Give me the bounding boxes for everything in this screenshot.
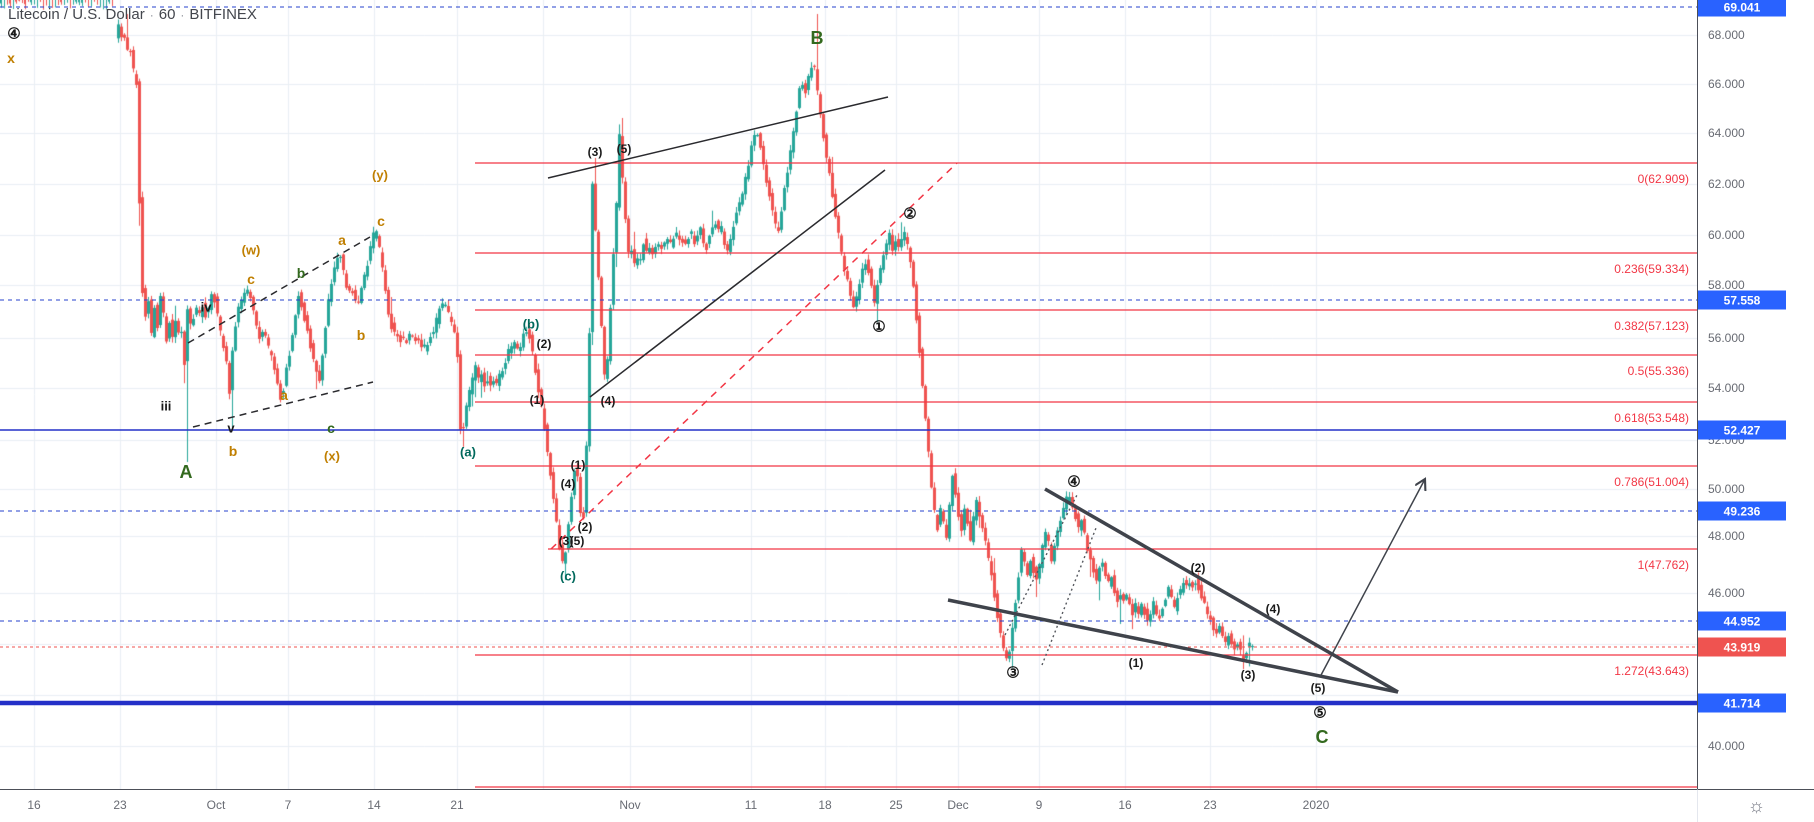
- price-badge-43.919: 43.919: [1698, 637, 1786, 657]
- price-tick-label: 54.000: [1708, 381, 1745, 395]
- symbol-name[interactable]: Litecoin / U.S. Dollar: [8, 6, 145, 23]
- price-tick-label: 58.000: [1708, 278, 1745, 292]
- wave-label[interactable]: (y): [372, 167, 388, 183]
- wave-label[interactable]: (a): [460, 444, 476, 460]
- fib-label-0.618(53.548): 0.618(53.548): [1614, 411, 1689, 425]
- wave-label[interactable]: a: [338, 232, 346, 248]
- time-tick-label: Dec: [947, 798, 969, 812]
- price-tick-label: 46.000: [1708, 586, 1745, 600]
- wave-label[interactable]: a: [280, 387, 288, 403]
- wave-label[interactable]: c: [377, 213, 385, 229]
- wave-label[interactable]: iv: [200, 299, 212, 315]
- wave-label[interactable]: (b): [522, 316, 540, 332]
- price-axis[interactable]: 68.000 66.000 64.000 62.000 60.000 58.000 56.0…: [1697, 0, 1814, 789]
- time-tick-label: 16: [1118, 798, 1132, 812]
- time-tick-label: 7: [284, 798, 292, 812]
- fib-label-1.272(43.643): 1.272(43.643): [1614, 664, 1689, 678]
- price-badge-52.427: 52.427: [1698, 420, 1786, 440]
- wave-label[interactable]: ②: [903, 205, 917, 223]
- wave-label[interactable]: c: [327, 420, 335, 436]
- wave-label[interactable]: (2): [577, 520, 593, 534]
- candlestick-canvas[interactable]: [0, 0, 1697, 789]
- fib-label-0.236(59.334): 0.236(59.334): [1614, 262, 1689, 276]
- wave-label[interactable]: (4): [1265, 602, 1281, 616]
- time-tick-label: 23: [1203, 798, 1217, 812]
- interval-label[interactable]: 60: [158, 6, 176, 23]
- time-tick-label: 16: [27, 798, 41, 812]
- price-badge-41.714: 41.714: [1698, 693, 1786, 713]
- time-tick-label: 21: [450, 798, 464, 812]
- price-tick-label: 66.000: [1708, 77, 1745, 91]
- price-badge-69.041: 69.041: [1698, 0, 1786, 17]
- wave-label[interactable]: v: [227, 420, 235, 436]
- wave-label[interactable]: iii: [160, 398, 172, 414]
- wave-label[interactable]: (1): [1128, 656, 1144, 670]
- price-tick-label: 48.000: [1708, 529, 1745, 543]
- price-badge-44.952: 44.952: [1698, 611, 1786, 631]
- wave-label[interactable]: ③: [1006, 664, 1020, 682]
- price-badge-49.236: 49.236: [1698, 501, 1786, 521]
- wave-label[interactable]: b: [296, 265, 306, 281]
- symbol-title[interactable]: Litecoin / U.S. Dollar · 60 · BITFINEX: [8, 6, 257, 23]
- time-tick-label: 18: [818, 798, 832, 812]
- axis-corner: ☼: [1697, 789, 1814, 822]
- fib-label-0.382(57.123): 0.382(57.123): [1614, 319, 1689, 333]
- separator-dot: ·: [149, 8, 154, 22]
- chart-pane[interactable]: Litecoin / U.S. Dollar · 60 · BITFINEX ④ x iii…: [0, 0, 1697, 789]
- price-tick-label: 62.000: [1708, 177, 1745, 191]
- time-tick-label: Nov: [619, 798, 641, 812]
- price-tick-label: 60.000: [1708, 228, 1745, 242]
- price-tick-label: 50.000: [1708, 482, 1745, 496]
- wave-label[interactable]: x: [7, 50, 15, 66]
- wave-label[interactable]: (x): [324, 448, 340, 464]
- wave-label[interactable]: (c): [560, 568, 576, 584]
- wave-label[interactable]: (2): [536, 337, 552, 351]
- wave-label[interactable]: (3): [1240, 668, 1256, 682]
- wave-label[interactable]: B: [810, 28, 824, 48]
- time-axis[interactable]: 16 23 Oct 7 14 21 Nov 11 18 25 Dec 9 16 23 2020: [0, 789, 1697, 822]
- wave-label[interactable]: ⑤: [1313, 704, 1327, 722]
- time-tick-label: 14: [367, 798, 381, 812]
- time-tick-label: 11: [744, 798, 758, 812]
- wave-label[interactable]: (w): [241, 242, 261, 258]
- price-badge-57.558: 57.558: [1698, 290, 1786, 310]
- price-tick-label: 64.000: [1708, 126, 1745, 140]
- fib-label-0.786(51.004): 0.786(51.004): [1614, 475, 1689, 489]
- price-tick-label: 56.000: [1708, 331, 1745, 345]
- wave-label[interactable]: ①: [872, 318, 886, 336]
- wave-label[interactable]: (3): [587, 145, 603, 159]
- wave-label[interactable]: (1): [570, 458, 586, 472]
- wave-label[interactable]: (5): [1310, 681, 1326, 695]
- price-tick-label: 40.000: [1708, 739, 1745, 753]
- wave-label[interactable]: ④: [7, 25, 21, 43]
- wave-label[interactable]: b: [356, 327, 366, 343]
- exchange-label[interactable]: BITFINEX: [189, 6, 257, 23]
- price-tick-label: 68.000: [1708, 28, 1745, 42]
- wave-label[interactable]: b: [228, 443, 238, 459]
- gear-icon[interactable]: ☼: [1747, 795, 1766, 817]
- fib-label-0(62.909): 0(62.909): [1637, 172, 1689, 186]
- wave-label[interactable]: (5): [616, 142, 632, 156]
- time-tick-label: Oct: [206, 798, 226, 812]
- wave-label[interactable]: ④: [1067, 473, 1081, 491]
- time-tick-label: 9: [1035, 798, 1043, 812]
- wave-label[interactable]: C: [1315, 727, 1329, 747]
- fib-label-1(47.762): 1(47.762): [1637, 558, 1689, 572]
- wave-label[interactable]: c: [247, 271, 255, 287]
- fib-label-0.5(55.336): 0.5(55.336): [1627, 364, 1689, 378]
- wave-label[interactable]: A: [179, 462, 193, 482]
- wave-label[interactable]: (1): [529, 393, 545, 407]
- separator-dot: ·: [180, 8, 185, 22]
- wave-label[interactable]: (5): [569, 534, 585, 548]
- time-tick-label: 25: [889, 798, 903, 812]
- time-tick-label: 2020: [1302, 798, 1330, 812]
- wave-label[interactable]: (4): [560, 477, 576, 491]
- time-tick-label: 23: [113, 798, 127, 812]
- wave-label[interactable]: (4): [600, 394, 616, 408]
- wave-label[interactable]: (2): [1190, 561, 1206, 575]
